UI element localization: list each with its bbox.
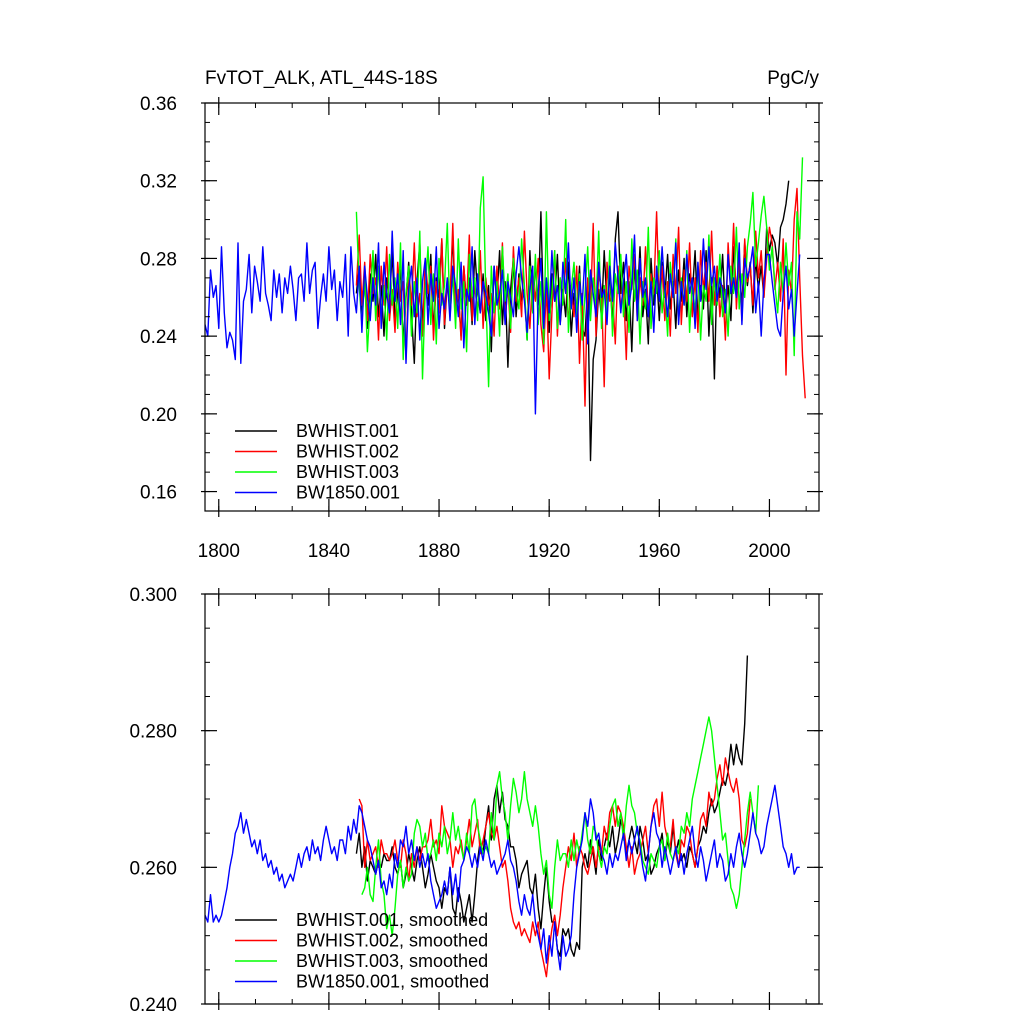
y-tick-label: 0.240 <box>129 995 177 1016</box>
y-tick-label: 0.36 <box>140 94 177 115</box>
y-tick-label: 0.32 <box>140 172 177 193</box>
series-line-bwhist-003 <box>355 157 804 388</box>
legend-label: BWHIST.001 <box>296 421 399 441</box>
x-tick-label: 1960 <box>638 541 680 562</box>
x-tick-label: 1800 <box>198 541 240 562</box>
chart-panel-1: 0.16 0.20 0.24 0.28 0.32 0.36 1800 1840 1880 1920… <box>140 68 823 562</box>
chart-title: FvTOT_ALK, ATL_44S-18S <box>205 68 438 89</box>
legend-label: BW1850.001, smoothed <box>296 972 489 992</box>
legend-label: BWHIST.001, smoothed <box>296 910 488 930</box>
legend-label: BWHIST.003, smoothed <box>296 951 488 971</box>
series-line-bw1850-001-smoothed <box>205 784 800 971</box>
series-line-bwhist-002-smoothed <box>358 757 751 978</box>
x-tick-label: 1840 <box>308 541 350 562</box>
series-line-bw1850-001 <box>205 230 801 415</box>
y-tick-label: 0.24 <box>140 327 177 348</box>
y-tick-label: 0.28 <box>140 249 177 270</box>
y-tick-label: 0.280 <box>129 722 177 743</box>
y-tick-label: 0.16 <box>140 483 177 504</box>
x-tick-label: 1920 <box>528 541 570 562</box>
series-line-bwhist-003-smoothed <box>361 716 760 937</box>
legend-label: BW1850.001 <box>296 483 400 503</box>
y-tick-label: 0.260 <box>129 858 177 879</box>
legend-label: BWHIST.003 <box>296 462 399 482</box>
legend-label: BWHIST.002, smoothed <box>296 931 488 951</box>
series-line-bwhist-001 <box>355 180 790 462</box>
legend-label: BWHIST.002 <box>296 442 399 462</box>
y-tick-label: 0.20 <box>140 405 177 426</box>
x-tick-label: 2000 <box>748 541 790 562</box>
chart-panel-2: 0.240 0.260 0.280 0.300 BWHIST.001, smoothed… <box>129 585 823 1016</box>
chart-units: PgC/y <box>767 68 819 89</box>
x-tick-label: 1880 <box>418 541 460 562</box>
y-tick-label: 0.300 <box>129 585 177 606</box>
